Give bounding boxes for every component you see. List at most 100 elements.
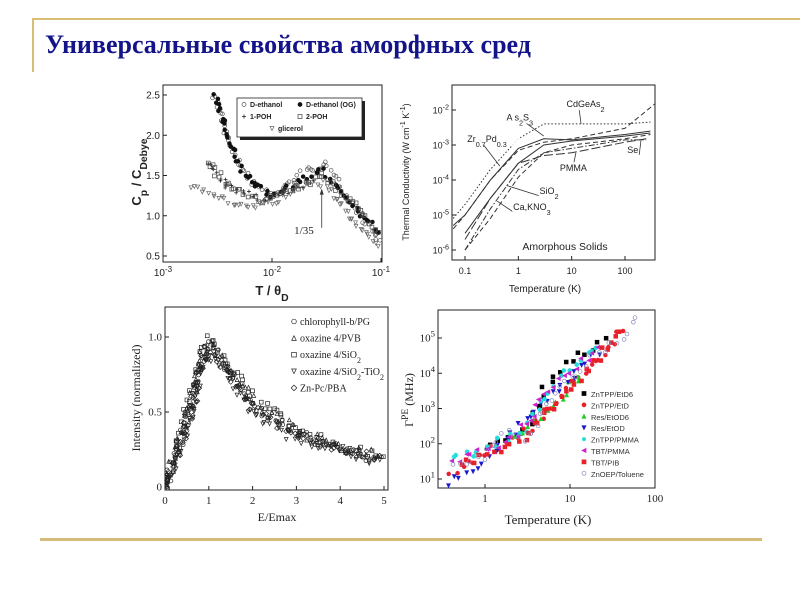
y-tick-label: 10-6 [433, 242, 449, 256]
square-open-marker [296, 186, 301, 192]
circle-filled-marker [335, 185, 341, 190]
triangle-down-open-marker [291, 368, 297, 375]
square-open-marker [300, 428, 305, 434]
y-axis-label: Cp / CDebye [129, 138, 150, 205]
square-open-marker [247, 393, 252, 399]
series-zn-pc-pba [164, 342, 383, 487]
triangle-down-open-marker [230, 376, 236, 382]
circle-open-marker [297, 168, 303, 173]
circle-filled-marker [235, 158, 241, 164]
triangle-up-open-marker [242, 394, 248, 400]
y-axis-label: ΓPE (MHz) [400, 373, 417, 427]
star-marker [558, 373, 564, 379]
diamond-open-marker [196, 362, 203, 369]
x-tick-label: 1 [516, 266, 521, 276]
square-open-marker [350, 199, 356, 204]
circle-filled-marker [309, 174, 314, 179]
circle-open-marker [577, 369, 583, 374]
annotation-label: Se [627, 145, 638, 155]
triangle-down-open-marker [219, 362, 225, 368]
legend-label: D-ethanol (OG) [306, 102, 356, 109]
triangle-down-open-marker [172, 456, 178, 462]
series-line [452, 130, 651, 226]
triangle-down-open-marker [194, 400, 199, 406]
diamond-open-marker [283, 428, 290, 435]
square-open-marker [178, 419, 184, 425]
triangle-up-open-marker [291, 335, 297, 341]
square-open-marker [232, 371, 237, 377]
triangle-down-open-marker [331, 196, 337, 202]
triangle-down-open-marker [265, 199, 271, 205]
circle-open-marker [528, 431, 533, 437]
triangle-down-filled-marker [470, 469, 476, 475]
circle-open-marker [544, 401, 549, 407]
plus-marker [223, 177, 228, 182]
square-open-marker [221, 353, 227, 358]
square-filled-marker [563, 359, 569, 365]
triangle-down-open-marker [318, 184, 324, 190]
triangle-down-open-marker [274, 419, 280, 425]
diamond-open-marker [251, 403, 258, 409]
triangle-down-filled-marker [478, 461, 484, 467]
triangle-left-filled-marker [574, 366, 580, 372]
diamond-open-marker [200, 365, 206, 372]
triangle-down-open-marker [238, 390, 244, 396]
triangle-left-filled-marker [586, 357, 592, 363]
triangle-down-open-marker [267, 421, 273, 427]
diamond-open-marker [193, 369, 200, 376]
diamond-open-marker [267, 414, 274, 421]
triangle-left-filled-marker [474, 447, 480, 452]
diamond-open-marker [223, 363, 230, 370]
diamond-open-marker [343, 446, 350, 452]
diamond-open-marker [355, 449, 362, 456]
triangle-left-filled-marker [518, 422, 524, 428]
diamond-open-marker [225, 369, 232, 376]
star-marker [494, 435, 500, 441]
square-open-marker [187, 388, 192, 393]
triangle-up-open-marker [217, 353, 223, 359]
square-open-marker [262, 406, 268, 411]
inset-label: Amorphous Solids [522, 241, 607, 253]
square-open-marker [283, 187, 288, 192]
star-marker [453, 452, 459, 458]
diamond-open-marker [188, 393, 194, 400]
triangle-up-open-marker [269, 409, 275, 415]
x-tick-label: 1 [206, 495, 212, 507]
square-open-marker [358, 444, 363, 450]
diamond-open-marker [276, 421, 282, 428]
y-tick-label: 0.5 [148, 407, 162, 419]
square-open-marker [245, 194, 251, 200]
diamond-open-marker [194, 386, 201, 393]
circle-open-marker [241, 102, 247, 107]
circle-open-marker [597, 350, 602, 355]
star-marker [544, 391, 550, 397]
title-top-rule [32, 18, 800, 20]
circle-open-marker [522, 439, 528, 444]
triangle-down-open-marker [216, 363, 222, 369]
diamond-open-marker [181, 411, 188, 418]
square-open-marker [224, 182, 230, 187]
square-filled-marker [598, 358, 604, 363]
square-open-marker [187, 399, 192, 404]
diamond-open-marker [232, 383, 239, 390]
diamond-open-marker [319, 438, 326, 445]
triangle-down-open-marker [206, 190, 212, 196]
square-filled-marker [609, 340, 614, 345]
y-tick-label: 10-2 [433, 102, 449, 116]
triangle-down-open-marker [234, 392, 240, 398]
triangle-down-open-marker [338, 201, 344, 207]
diamond-open-marker [211, 351, 218, 358]
y-tick-label: 2.5 [146, 91, 160, 102]
square-filled-marker [550, 374, 556, 379]
square-filled-marker [506, 441, 512, 447]
circle-open-marker [621, 337, 627, 342]
diamond-open-marker [248, 400, 255, 407]
circle-open-marker [324, 163, 329, 169]
triangle-left-filled-marker [595, 344, 601, 350]
annotation-label: PMMA [560, 163, 587, 173]
legend-entry-bg [290, 366, 387, 379]
annotation-label: 1/35 [294, 225, 314, 237]
x-axis-label: Temperature (K) [509, 284, 581, 295]
triangle-down-filled-marker [515, 420, 521, 426]
square-open-marker [313, 174, 318, 180]
